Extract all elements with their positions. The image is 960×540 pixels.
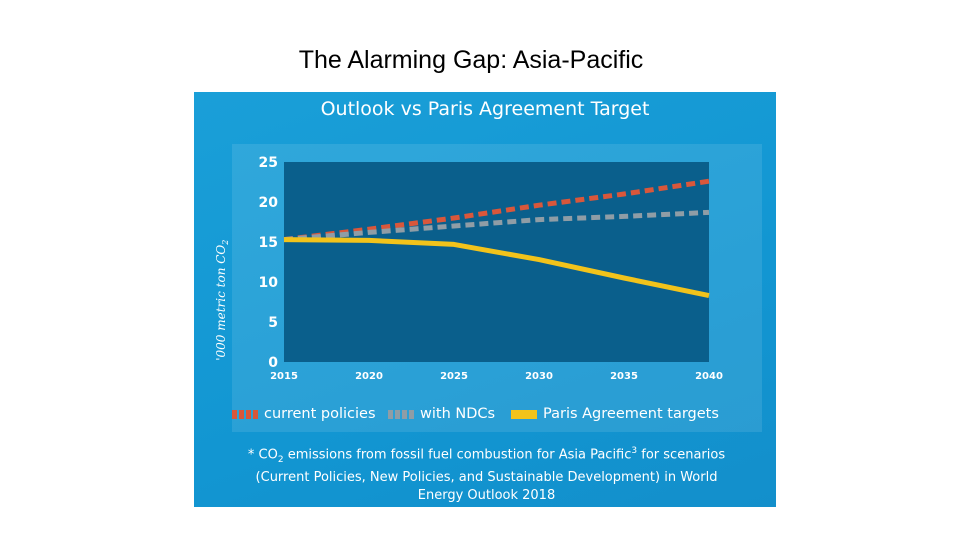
footnote-line-2: (Current Policies, New Policies, and Sus…	[255, 469, 718, 485]
series-line-paris-agreement-targets	[283, 237, 710, 299]
legend-label: current policies	[264, 406, 376, 422]
series-line-current-policies	[283, 178, 710, 243]
legend: current policies with NDCs Paris Agreement…	[232, 403, 772, 425]
legend-label: Paris Agreement targets	[543, 406, 719, 422]
legend-swatch	[388, 409, 414, 419]
y-tick-label: 20	[259, 195, 279, 211]
y-tick-label: 25	[259, 155, 278, 171]
x-tick-label: 2015	[270, 371, 298, 382]
footnote-line-3: Energy Outlook 2018	[417, 487, 556, 503]
slide-title: The Alarming Gap: Asia-Pacific	[298, 46, 644, 74]
y-tick-label: 5	[268, 315, 278, 331]
y-tick-label: 15	[259, 235, 278, 251]
legend-item-paris-agreement-targets: Paris Agreement targets	[511, 403, 719, 425]
x-tick-label: 2025	[440, 371, 468, 382]
footnote-line-1-prefix: * CO	[247, 447, 278, 463]
footnote-line-1: * CO2 emissions from fossil fuel combust…	[214, 442, 759, 469]
x-tick-label: 2040	[695, 371, 723, 382]
x-tick-label: 2030	[525, 371, 553, 382]
legend-item-current-policies: current policies	[232, 403, 376, 425]
x-tick-label: 2020	[355, 371, 383, 382]
infographic-panel: Outlook vs Paris Agreement Target '000 m…	[194, 92, 776, 507]
y-tick-label: 0	[268, 355, 278, 371]
footnote-line-1-end: for scenarios	[637, 447, 726, 463]
legend-swatch	[511, 409, 537, 419]
y-tick-label: 10	[259, 275, 279, 291]
footnote-line-1-text: emissions from fossil fuel combustion fo…	[283, 447, 632, 463]
plot-area	[284, 162, 709, 362]
footnote: * CO2 emissions from fossil fuel combust…	[214, 442, 759, 505]
x-tick-label: 2035	[610, 371, 638, 382]
series-line-with-ndcs	[283, 209, 710, 243]
legend-swatch	[232, 409, 258, 419]
footnote-superscript: 3	[631, 446, 638, 456]
chart-title: Outlook vs Paris Agreement Target	[320, 98, 650, 120]
legend-label: with NDCs	[420, 406, 496, 422]
footnote-subscript: 2	[277, 454, 284, 465]
legend-item-with-ndcs: with NDCs	[388, 403, 495, 425]
